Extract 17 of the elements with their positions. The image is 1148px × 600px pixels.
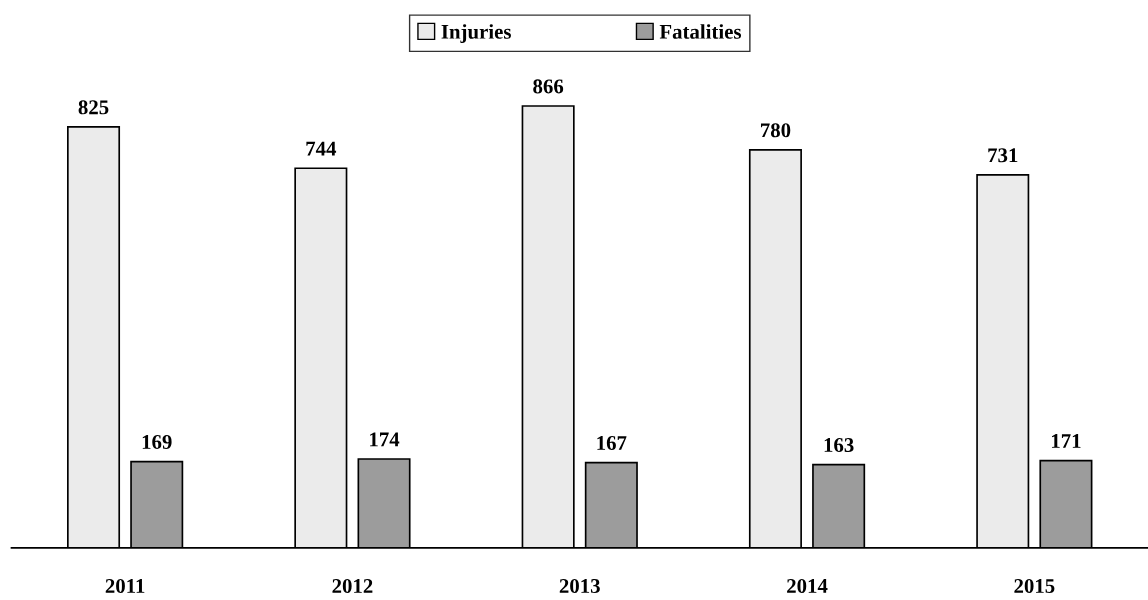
data-label: 825 — [78, 100, 109, 115]
data-label: 167 — [597, 436, 627, 451]
x-tick-label: 2013 — [559, 578, 600, 594]
data-label: 731 — [988, 148, 1018, 163]
x-tick-label: 2012 — [332, 578, 373, 594]
data-label: 780 — [761, 123, 791, 138]
data-label: 163 — [824, 438, 854, 453]
data-label: 744 — [306, 141, 337, 156]
legend-label: Injuries — [441, 24, 511, 44]
data-label: 171 — [1051, 434, 1081, 448]
data-label: 169 — [142, 435, 172, 450]
data-label: 866 — [533, 79, 564, 94]
x-tick-label: 2015 — [1014, 578, 1055, 594]
x-tick-label: 2011 — [105, 578, 145, 594]
data-label: 174 — [370, 432, 400, 447]
x-tick-label: 2014 — [787, 578, 828, 594]
legend-label: Fatalities — [659, 24, 742, 39]
